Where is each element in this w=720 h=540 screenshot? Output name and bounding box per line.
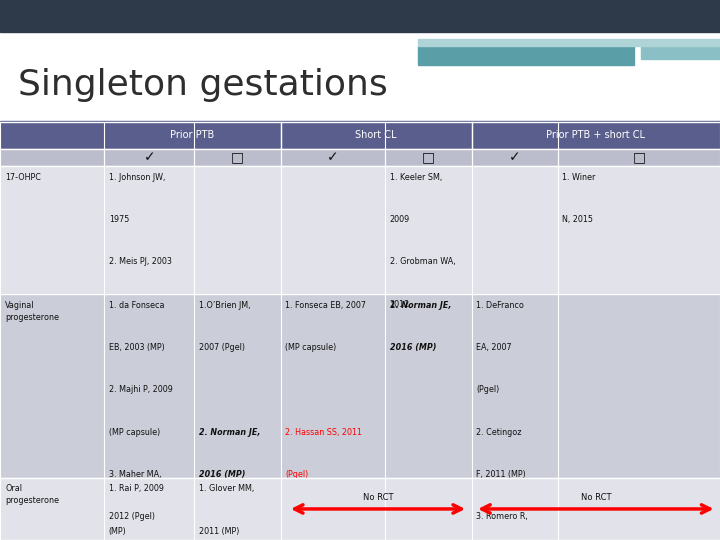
Bar [194,148,281,166]
Bar [281,148,385,166]
Text: 1. Norman JE,: 1. Norman JE, [390,301,451,310]
Text: Prior PTB + short CL: Prior PTB + short CL [546,130,645,140]
Text: 1.O’Brien JM,: 1.O’Brien JM, [199,301,251,310]
Text: N, 2015: N, 2015 [562,215,593,224]
Bar [0,148,104,166]
Bar [0,122,104,148]
Bar [385,148,472,166]
Bar [194,478,281,540]
Bar [281,166,385,294]
Text: (Pgel): (Pgel) [476,386,499,394]
Text: 2009: 2009 [390,215,410,224]
Text: 1. Rai P, 2009: 1. Rai P, 2009 [109,484,163,494]
Bar [0,478,104,540]
Text: Singleton gestations: Singleton gestations [18,68,388,102]
Bar [472,294,558,478]
Text: 2. Norman JE,: 2. Norman JE, [199,428,260,437]
Bar [558,166,720,294]
Text: F, 2011 (MP): F, 2011 (MP) [476,470,526,479]
Text: 2016 (MP): 2016 (MP) [390,343,436,352]
Text: 2. Majhi P, 2009: 2. Majhi P, 2009 [109,386,173,394]
Text: (MP capsule): (MP capsule) [285,343,336,352]
Bar [472,166,558,294]
Bar [472,478,558,540]
Text: 3. Maher MA,: 3. Maher MA, [109,470,161,479]
Text: EA, 2007: EA, 2007 [476,343,511,352]
Text: (MP): (MP) [109,526,127,536]
Text: 1. Johnson JW,: 1. Johnson JW, [109,173,165,182]
Bar [418,39,720,46]
Bar [104,478,194,540]
Text: 1975: 1975 [109,215,129,224]
Bar [385,166,472,294]
Text: 2. Hassan SS, 2011: 2. Hassan SS, 2011 [285,428,362,437]
Text: 1. Glover MM,: 1. Glover MM, [199,484,254,494]
Text: Short CL: Short CL [356,130,397,140]
Bar [385,478,472,540]
Text: 3. Romero R,: 3. Romero R, [476,512,528,521]
Text: □: □ [422,151,435,164]
Bar [418,46,634,65]
Text: 2. Grobman WA,: 2. Grobman WA, [390,258,455,266]
Bar [558,294,720,478]
Text: 2016 (MP): 2016 (MP) [199,470,245,479]
Bar [0,166,104,294]
Text: No RCT: No RCT [363,494,393,502]
Bar [104,148,194,166]
Text: 2007 (Pgel): 2007 (Pgel) [199,343,245,352]
Text: No RCT: No RCT [580,494,611,502]
Text: □: □ [632,151,646,164]
Text: (MP capsule): (MP capsule) [109,428,160,437]
Bar [281,478,385,540]
Text: EB, 2003 (MP): EB, 2003 (MP) [109,343,164,352]
Bar [194,294,281,478]
Bar [641,46,720,59]
Text: Prior PTB: Prior PTB [171,130,215,140]
Text: ✓: ✓ [509,151,521,164]
Bar [281,122,472,148]
Text: 1. DeFranco: 1. DeFranco [476,301,523,310]
Text: Oral
progesterone: Oral progesterone [5,484,59,505]
Bar [558,148,720,166]
Bar [0,0,720,32]
Bar [104,122,281,148]
Text: □: □ [231,151,244,164]
Text: 2012: 2012 [390,300,410,309]
Text: (Pgel): (Pgel) [285,470,308,479]
Bar [281,294,385,478]
Bar [472,122,720,148]
Text: 2012 (Pgel): 2012 (Pgel) [109,512,155,521]
Bar [0,294,104,478]
Text: 2. Cetingoz: 2. Cetingoz [476,428,521,437]
Text: 2011 (MP): 2011 (MP) [199,526,239,536]
Text: 1. Winer: 1. Winer [562,173,595,182]
Text: 1. Keeler SM,: 1. Keeler SM, [390,173,442,182]
Text: ✓: ✓ [327,151,339,164]
Text: 2. Meis PJ, 2003: 2. Meis PJ, 2003 [109,258,171,266]
Text: Vaginal
progesterone: Vaginal progesterone [5,301,59,322]
Text: 1. Fonseca EB, 2007: 1. Fonseca EB, 2007 [285,301,366,310]
Bar [385,294,472,478]
Text: ✓: ✓ [143,151,156,164]
Bar [472,148,558,166]
Bar [104,294,194,478]
Bar [558,478,720,540]
Text: 1. da Fonseca: 1. da Fonseca [109,301,164,310]
Text: 17-OHPC: 17-OHPC [5,173,41,182]
Bar [194,166,281,294]
Bar [104,166,194,294]
